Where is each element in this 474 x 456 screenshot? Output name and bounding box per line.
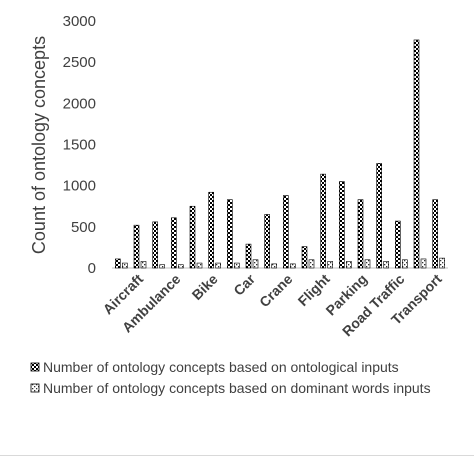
bar-dominant (308, 259, 315, 269)
bar-dominant (234, 262, 240, 269)
y-tick-label: 1000 (63, 178, 96, 195)
bar-dominant (439, 257, 445, 269)
legend: Number of ontology concepts based on ont… (30, 359, 431, 396)
bar-dominant (178, 264, 184, 269)
bar-ontological (320, 173, 326, 269)
y-axis-ticks: 0 500 1000 1500 2000 2500 3000 (63, 13, 96, 277)
bar-ontological (208, 191, 214, 269)
bar-dominant (364, 259, 371, 269)
legend-swatch-dominant (30, 383, 40, 393)
y-tick-label: 500 (71, 219, 96, 236)
bar-ontological (115, 258, 121, 269)
bar-ontological (301, 246, 308, 269)
y-axis-label: Count of ontology concepts (29, 36, 49, 254)
bar-dominant (383, 261, 389, 269)
bar-ontological (245, 243, 252, 269)
bar-dominant (271, 263, 277, 269)
bar-ontological (227, 199, 233, 269)
bar-ontological (376, 163, 382, 269)
bar-ontological (395, 220, 401, 269)
y-tick-label: 3000 (63, 13, 96, 30)
y-tick-label: 2500 (63, 54, 96, 71)
y-tick-label: 0 (88, 260, 96, 277)
x-tick-label: Crane (256, 271, 296, 311)
bars (115, 39, 445, 269)
bar-dominant (140, 261, 147, 269)
y-tick-label: 2000 (63, 95, 96, 112)
bar-ontological (133, 224, 140, 269)
bar-ontological (339, 181, 345, 269)
bar-dominant (402, 259, 408, 269)
bar-dominant (252, 259, 259, 269)
legend-label-ontological: Number of ontology concepts based on ont… (43, 359, 399, 375)
bar-ontological (357, 199, 364, 269)
bar-dominant (420, 258, 427, 269)
bar-dominant (215, 262, 221, 269)
bar-ontological (413, 39, 420, 269)
bar-dominant (346, 261, 352, 269)
legend-label-dominant: Number of ontology concepts based on dom… (43, 380, 431, 396)
bar-ontological (152, 221, 158, 269)
bar-dominant (122, 262, 128, 269)
bar-dominant (327, 261, 333, 269)
x-tick-label: Car (230, 270, 258, 298)
bar-dominant (196, 262, 203, 269)
bar-ontological (432, 199, 438, 269)
y-tick-label: 1500 (63, 137, 96, 154)
bar-dominant (159, 264, 165, 269)
bar-ontological (283, 195, 289, 269)
bar-ontological (264, 214, 270, 269)
x-tick-label: Bike (189, 271, 221, 303)
bar-ontological (189, 205, 196, 269)
legend-swatch-ontological (30, 362, 40, 372)
bar-dominant (290, 263, 296, 269)
bar-ontological (171, 217, 177, 269)
